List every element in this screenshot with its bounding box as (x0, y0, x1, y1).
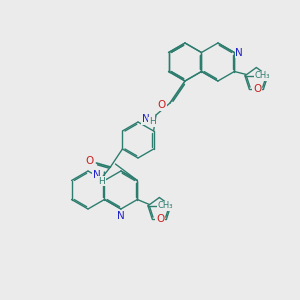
Text: O: O (85, 156, 94, 166)
Text: O: O (158, 100, 166, 110)
Text: N: N (236, 47, 243, 58)
Text: H: H (148, 118, 155, 127)
Text: CH₃: CH₃ (254, 71, 270, 80)
Text: N: N (117, 211, 125, 221)
Text: O: O (253, 84, 262, 94)
Text: H: H (98, 176, 105, 185)
Text: N: N (142, 114, 150, 124)
Text: N: N (92, 170, 100, 180)
Text: O: O (156, 214, 164, 224)
Text: CH₃: CH₃ (157, 201, 173, 210)
